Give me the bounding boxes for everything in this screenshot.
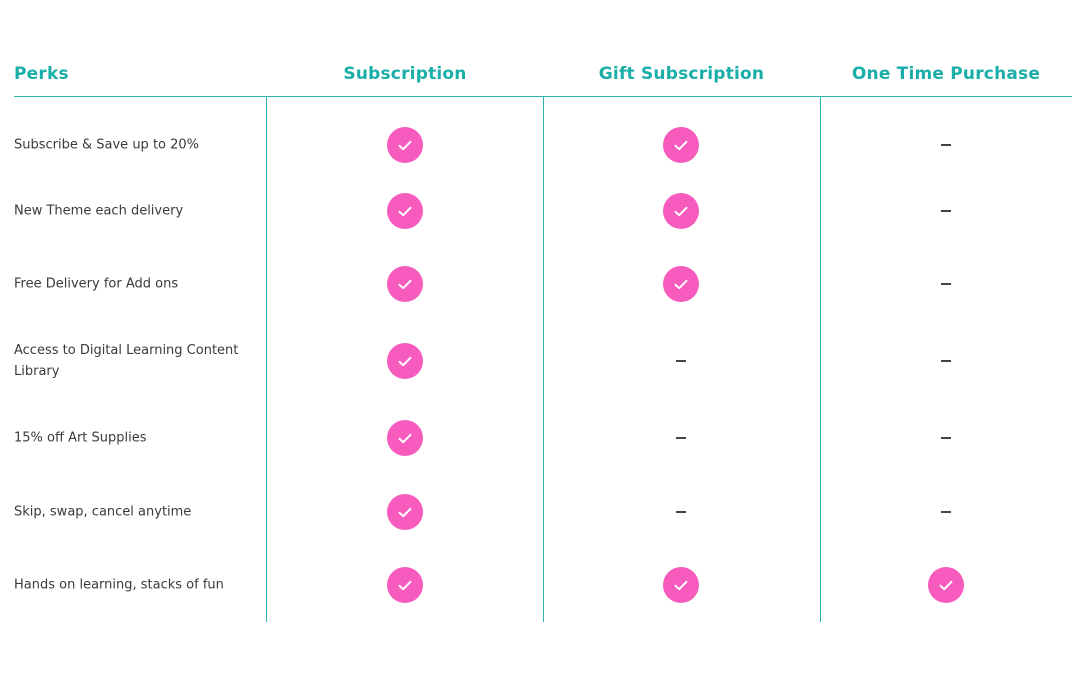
- dash-icon: [941, 360, 951, 362]
- checkmark-icon: [387, 567, 423, 603]
- column-divider: [543, 97, 544, 622]
- table-header: Perks Subscription Gift Subscription One…: [14, 52, 1072, 97]
- column-divider: [820, 97, 821, 622]
- perk-label: New Theme each delivery: [14, 203, 184, 219]
- checkmark-icon: [387, 494, 423, 530]
- perk-label: Hands on learning, stacks of fun: [14, 577, 224, 593]
- header-gift-subscription: Gift Subscription: [598, 64, 765, 84]
- dash-icon: [941, 511, 951, 513]
- perk-label: Subscribe & Save up to 20%: [14, 137, 200, 153]
- checkmark-icon: [663, 127, 699, 163]
- dash-icon: [676, 511, 686, 513]
- header-one-time-purchase: One Time Purchase: [851, 64, 1041, 84]
- column-divider: [266, 97, 267, 622]
- cell-subscription: [387, 127, 423, 163]
- dash-icon: [676, 360, 686, 362]
- perk-label: Access to Digital Learning Content Libra…: [14, 343, 239, 379]
- perk-label: Free Delivery for Add ons: [14, 276, 179, 292]
- checkmark-icon: [387, 127, 423, 163]
- cell-subscription: [387, 567, 423, 603]
- cell-subscription: [387, 494, 423, 530]
- checkmark-icon: [663, 266, 699, 302]
- cell-gift-subscription: [663, 494, 699, 530]
- checkmark-icon: [663, 567, 699, 603]
- comparison-table: Perks Subscription Gift Subscription One…: [14, 52, 1072, 622]
- cell-gift-subscription: [663, 127, 699, 163]
- perk-label: 15% off Art Supplies: [14, 430, 147, 446]
- checkmark-icon: [387, 420, 423, 456]
- cell-one-time-purchase: [928, 127, 964, 163]
- cell-gift-subscription: [663, 266, 699, 302]
- header-subscription: Subscription: [343, 64, 467, 84]
- cell-one-time-purchase: [928, 193, 964, 229]
- cell-one-time-purchase: [928, 420, 964, 456]
- dash-icon: [676, 437, 686, 439]
- dash-icon: [941, 144, 951, 146]
- cell-subscription: [387, 266, 423, 302]
- checkmark-icon: [387, 193, 423, 229]
- table-body: Subscribe & Save up to 20% New Theme each…: [14, 97, 1072, 622]
- checkmark-icon: [387, 343, 423, 379]
- cell-gift-subscription: [663, 420, 699, 456]
- cell-gift-subscription: [663, 567, 699, 603]
- cell-one-time-purchase: [928, 567, 964, 603]
- dash-icon: [941, 437, 951, 439]
- dash-icon: [941, 283, 951, 285]
- header-perks: Perks: [14, 64, 69, 84]
- cell-subscription: [387, 343, 423, 379]
- cell-gift-subscription: [663, 193, 699, 229]
- checkmark-icon: [928, 567, 964, 603]
- cell-subscription: [387, 420, 423, 456]
- cell-gift-subscription: [663, 343, 699, 379]
- cell-subscription: [387, 193, 423, 229]
- cell-one-time-purchase: [928, 266, 964, 302]
- dash-icon: [941, 210, 951, 212]
- perk-label: Skip, swap, cancel anytime: [14, 504, 192, 520]
- cell-one-time-purchase: [928, 343, 964, 379]
- cell-one-time-purchase: [928, 494, 964, 530]
- checkmark-icon: [387, 266, 423, 302]
- checkmark-icon: [663, 193, 699, 229]
